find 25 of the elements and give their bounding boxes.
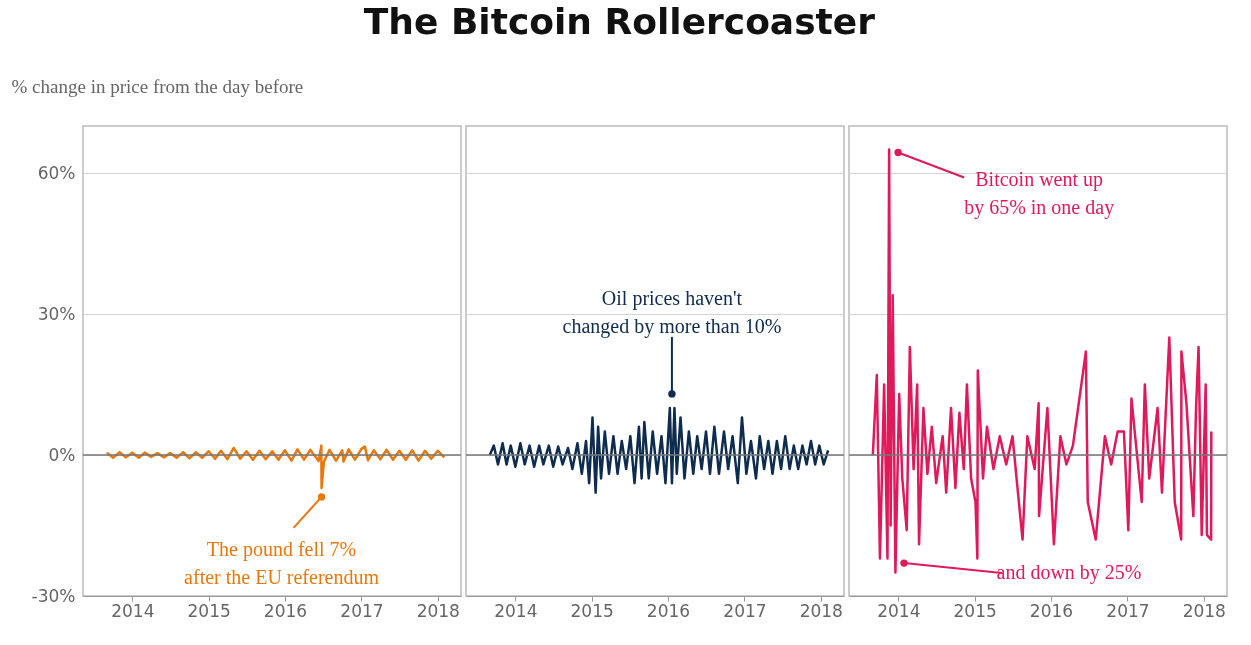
x-tick-label: 2018	[416, 600, 460, 621]
x-tick-label: 2018	[799, 600, 843, 621]
y-tick-label: 60%	[37, 162, 76, 183]
x-tick-label: 2014	[877, 600, 921, 621]
x-tick-label: 2014	[111, 600, 155, 621]
x-tick-label: 2014	[494, 600, 538, 621]
x-tick-label: 2016	[1029, 600, 1074, 621]
x-tick-label: 2016	[646, 600, 691, 621]
annotation: and down by 25%	[996, 561, 1142, 585]
x-tick-label: 2018	[1182, 600, 1226, 621]
x-tick-label: 2017	[723, 600, 767, 621]
x-tick-label: 2016	[263, 600, 308, 621]
text: The Bitcoin Rollercoaster	[363, 1, 876, 43]
x-tick-label: 2015	[570, 600, 614, 621]
x-tick-label: 2015	[953, 600, 997, 621]
y-tick-label: -30%	[31, 585, 76, 606]
x-tick-label: 2017	[1106, 600, 1150, 621]
annotation: The pound fell 7% after the EU referendum	[184, 537, 380, 588]
y-tick-label: 0%	[48, 444, 76, 465]
y-axis-title: % change in price from the day before	[11, 75, 304, 97]
annotation: Bitcoin went up by 65% in one day	[964, 167, 1115, 219]
annotation: Oil prices haven't changed by more than 10%	[562, 286, 782, 338]
x-tick-label: 2015	[187, 600, 231, 621]
x-tick-label: 2017	[340, 600, 384, 621]
y-tick-label: 30%	[37, 303, 76, 324]
